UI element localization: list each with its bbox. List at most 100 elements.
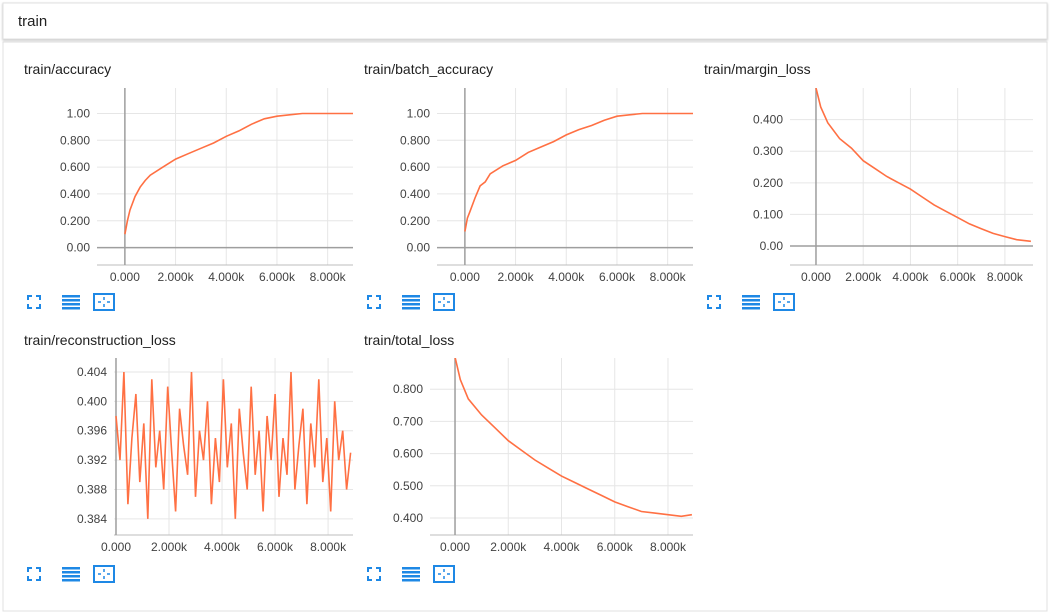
- x-tick-label: 0.000: [801, 270, 831, 284]
- y-tick-label: 0.200: [60, 214, 90, 228]
- x-tick-label: 8.000k: [310, 540, 347, 554]
- y-tick-label: 0.100: [753, 207, 783, 221]
- data-button[interactable]: [742, 295, 760, 310]
- x-tick-label: 4.000k: [892, 270, 929, 284]
- chart: train/accuracy 0.000 2.000k 4.000k 6.000k 8.0…: [24, 61, 353, 311]
- icon: [433, 293, 455, 311]
- y-tick-label: 0.600: [393, 447, 423, 461]
- icon: [402, 575, 420, 578]
- expand-button[interactable]: [367, 295, 381, 309]
- series-line: [454, 358, 693, 518]
- y-tick-label: 0.800: [400, 133, 430, 147]
- x-tick-label: 8.000k: [310, 270, 347, 284]
- chart: train/batch_accuracy 0.000 2.000k 4.000k 6.0…: [364, 61, 693, 311]
- x-tick-label: 2.000k: [158, 270, 195, 284]
- y-tick-label: 0.384: [77, 512, 107, 526]
- data-button[interactable]: [62, 567, 80, 582]
- x-tick-label: 8.000k: [650, 270, 687, 284]
- series-line: [815, 88, 1031, 243]
- x-tick-label: 6.000k: [597, 540, 634, 554]
- y-tick-label: 0.300: [753, 144, 783, 158]
- chart-title: train/accuracy: [24, 61, 111, 77]
- icon: [62, 307, 80, 310]
- x-tick-label: 8.000k: [987, 270, 1024, 284]
- y-tick-label: 0.388: [77, 482, 107, 496]
- icon: [27, 567, 41, 581]
- x-tick-label: 8.000k: [650, 540, 687, 554]
- x-tick-label: 0.000: [101, 540, 131, 554]
- icon: [62, 295, 80, 298]
- expand-button[interactable]: [367, 567, 381, 581]
- y-tick-label: 1.00: [67, 106, 91, 120]
- icon: [402, 567, 420, 570]
- icon: [62, 299, 80, 302]
- chart-title: train/reconstruction_loss: [24, 332, 176, 348]
- fit-button[interactable]: [93, 293, 115, 311]
- expand-button[interactable]: [27, 295, 41, 309]
- y-tick-label: 0.200: [753, 176, 783, 190]
- icon: [402, 307, 420, 310]
- icon: [62, 303, 80, 306]
- fit-button[interactable]: [433, 293, 455, 311]
- chart-title: train/margin_loss: [704, 61, 811, 77]
- y-tick-label: 0.404: [77, 365, 107, 379]
- icon: [707, 295, 721, 309]
- y-tick-label: 0.396: [77, 424, 107, 438]
- fit-button[interactable]: [773, 293, 795, 311]
- fit-button[interactable]: [433, 565, 455, 583]
- chart-title: train/batch_accuracy: [364, 61, 493, 77]
- y-tick-label: 0.500: [393, 479, 423, 493]
- icon: [402, 295, 420, 298]
- x-tick-label: 4.000k: [548, 270, 585, 284]
- y-tick-label: 0.600: [400, 160, 430, 174]
- data-button[interactable]: [62, 295, 80, 310]
- y-tick-label: 0.392: [77, 453, 107, 467]
- y-tick-label: 0.00: [760, 239, 784, 253]
- icon: [433, 565, 455, 583]
- x-tick-label: 2.000k: [490, 540, 527, 554]
- icon: [742, 307, 760, 310]
- icon: [742, 303, 760, 306]
- icon: [778, 297, 790, 307]
- icon: [402, 571, 420, 574]
- x-tick-label: 4.000k: [543, 540, 580, 554]
- icon: [742, 295, 760, 298]
- chart: train/reconstruction_loss 0.000 2.000k 4.00…: [24, 332, 353, 583]
- card: [2, 41, 1048, 612]
- y-tick-label: 0.600: [60, 160, 90, 174]
- x-tick-label: 2.000k: [845, 270, 882, 284]
- header-bar[interactable]: [2, 2, 1048, 40]
- x-tick-label: 4.000k: [208, 270, 245, 284]
- icon: [773, 293, 795, 311]
- icon: [402, 579, 420, 582]
- expand-button[interactable]: [707, 295, 721, 309]
- y-tick-label: 0.400: [393, 511, 423, 525]
- chart-title: train/total_loss: [364, 332, 454, 348]
- x-tick-label: 0.000: [450, 270, 480, 284]
- y-tick-label: 0.800: [60, 133, 90, 147]
- icon: [438, 297, 450, 307]
- icon: [93, 565, 115, 583]
- icon: [438, 569, 450, 579]
- chart: train/total_loss 0.000 2.000k 4.000k 6.000k 8…: [364, 332, 693, 583]
- x-tick-label: 6.000k: [940, 270, 977, 284]
- x-tick-label: 4.000k: [204, 540, 241, 554]
- data-button[interactable]: [402, 567, 420, 582]
- y-tick-label: 0.800: [393, 382, 423, 396]
- icon: [402, 299, 420, 302]
- x-tick-label: 0.000: [110, 270, 140, 284]
- y-tick-label: 0.00: [407, 241, 431, 255]
- x-tick-label: 6.000k: [259, 270, 296, 284]
- series-line: [464, 112, 693, 232]
- data-button[interactable]: [402, 295, 420, 310]
- expand-button[interactable]: [27, 567, 41, 581]
- x-tick-label: 2.000k: [498, 270, 535, 284]
- fit-button[interactable]: [93, 565, 115, 583]
- icon: [62, 567, 80, 570]
- icon: [402, 303, 420, 306]
- series-line: [124, 112, 353, 235]
- y-tick-label: 0.400: [77, 394, 107, 408]
- icon: [27, 295, 41, 309]
- icon: [93, 293, 115, 311]
